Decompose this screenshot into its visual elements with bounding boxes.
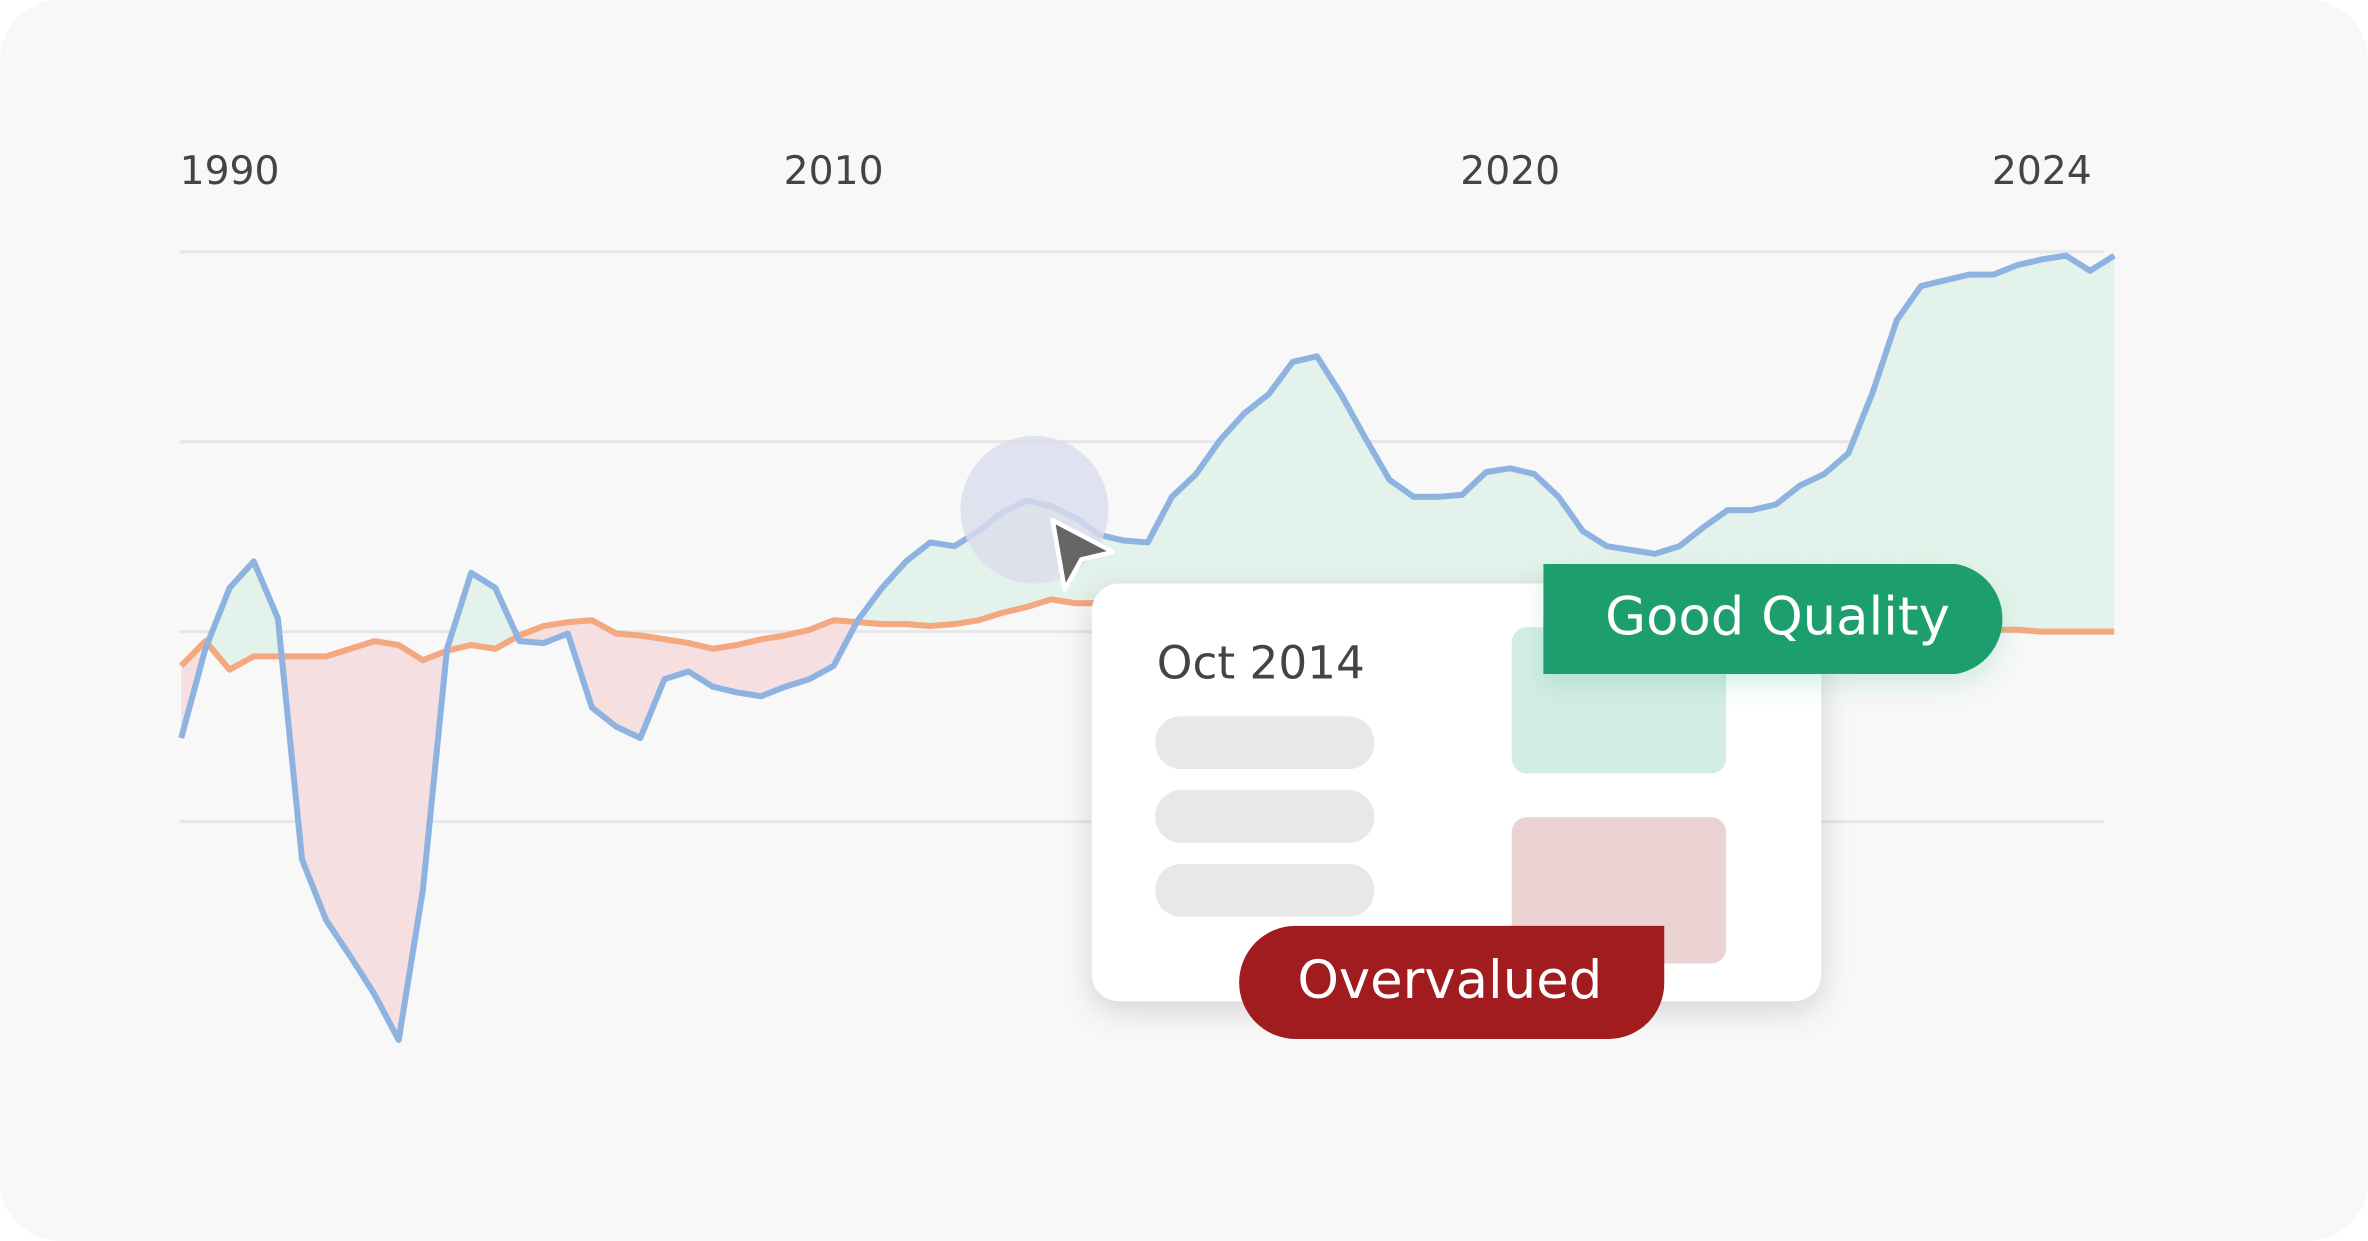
gap-fill	[1196, 439, 1221, 609]
gap-fill	[592, 620, 617, 727]
gap-fill	[1510, 468, 1535, 621]
gap-fill	[1341, 394, 1366, 615]
gap-fill	[809, 620, 834, 680]
gap-fill	[1993, 265, 2018, 630]
gap-fill	[712, 644, 737, 693]
cursor	[1050, 517, 1116, 592]
gap-fill	[1920, 280, 1946, 630]
gap-fill	[1486, 468, 1511, 619]
badge-bg	[1543, 563, 1662, 675]
gap-fill	[761, 635, 786, 697]
good-badge: Good Quality	[1543, 563, 2003, 675]
series-line	[178, 252, 2116, 1044]
gap-fill	[1945, 274, 1970, 630]
gap-fill	[253, 561, 278, 657]
x-tick-label: 2020	[1460, 149, 1560, 194]
gap-fill	[2017, 259, 2042, 632]
badge-bg	[1239, 925, 1665, 1039]
gap-fill	[906, 542, 931, 626]
gap-fill	[398, 644, 423, 1041]
x-tick-label: 2024	[1992, 149, 2092, 194]
gap-fill	[1969, 274, 1994, 630]
gap-fill	[688, 643, 713, 687]
gap-fill	[1389, 479, 1414, 617]
gap-fill	[471, 572, 496, 649]
gap-fill	[1292, 356, 1317, 613]
gap-fill	[616, 633, 641, 739]
gap-fill	[1316, 356, 1342, 613]
badge-text: Good Quality	[1605, 586, 1950, 647]
gap-fill	[1220, 413, 1245, 611]
gap-fill	[1244, 394, 1269, 611]
bad-badge: Overvalued	[1239, 925, 1665, 1039]
gap-fill	[302, 656, 327, 921]
gap-fill	[664, 639, 689, 680]
placeholder	[1155, 864, 1375, 917]
gap-fill	[640, 635, 665, 739]
placeholder	[1155, 790, 1375, 843]
badge-text: Overvalued	[1297, 950, 1602, 1011]
gap-fill	[1365, 437, 1390, 615]
gap-fill	[736, 639, 762, 697]
x-tick-label: 2010	[784, 149, 884, 194]
gap-fill	[954, 531, 979, 625]
gap-fill	[881, 561, 907, 625]
tooltip-date: Oct 2014	[1157, 637, 1365, 690]
gap-fill	[2065, 255, 2091, 632]
gap-fill	[1896, 286, 1921, 628]
gap-fill	[2090, 255, 2115, 632]
x-tick-label: 1990	[180, 149, 280, 194]
tooltip-card: Oct 2014	[1091, 583, 1822, 1002]
gap-fill	[2041, 255, 2066, 632]
gap-fill	[1461, 472, 1487, 619]
gap-fill	[1872, 320, 1897, 628]
gap-fill	[785, 629, 810, 687]
gap-fill	[350, 641, 375, 995]
placeholder	[1155, 716, 1375, 770]
gap-fill	[326, 648, 351, 957]
gap-fill	[374, 641, 399, 1041]
gap-fill	[1147, 496, 1172, 607]
hover-circle	[960, 435, 1109, 584]
gap-fill	[229, 561, 254, 670]
gap-fill	[1171, 474, 1197, 609]
gap-fill	[930, 542, 955, 626]
gap-fill	[1268, 361, 1293, 613]
